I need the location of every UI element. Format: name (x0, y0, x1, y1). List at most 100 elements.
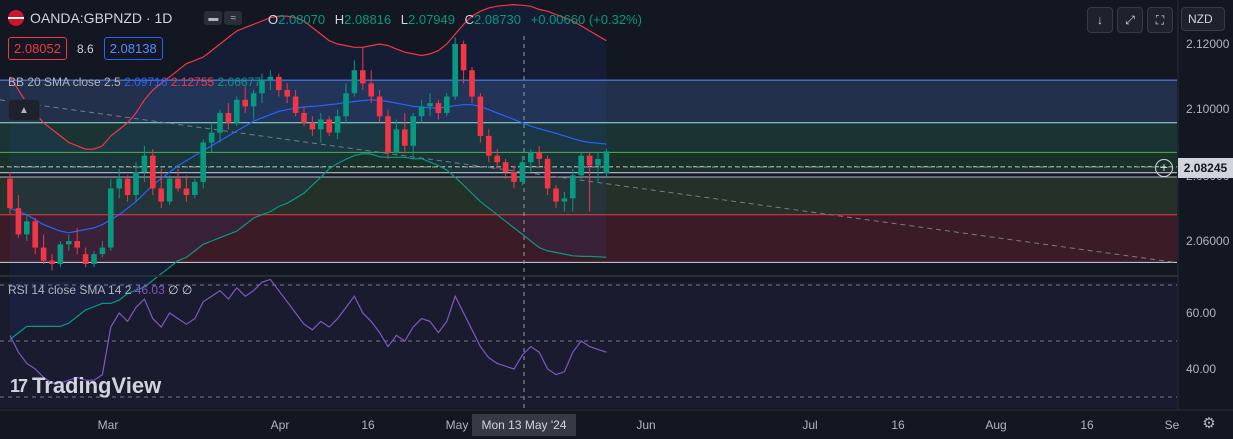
low-value: 2.07949 (408, 12, 455, 27)
candle-body-69 (586, 155, 593, 166)
bb-lower-line (9, 153, 607, 340)
candle-body-28 (242, 99, 248, 107)
candle-body-14 (124, 178, 131, 196)
candle-body-67 (570, 175, 576, 199)
price-tick-0: 2.12000 (1186, 37, 1230, 51)
open-label: O (268, 12, 279, 27)
candle-body-5 (49, 260, 55, 264)
bb-lower-value: 2.06677 (217, 75, 261, 89)
candle-body-70 (595, 158, 601, 166)
close-value: 2.08730 (474, 12, 522, 27)
candle-body-13 (116, 178, 122, 189)
tradingview-logo[interactable]: 17 TradingView (10, 373, 161, 399)
sell-price-button[interactable]: 2.08052 (8, 37, 67, 60)
candle-body-48 (410, 116, 416, 146)
rsi-extra-1: ∅ (168, 283, 179, 297)
chart-toolbar: ↓ ⤢ ⛶ (1087, 7, 1173, 33)
collapse-legend-button[interactable]: ▲ (8, 99, 40, 121)
rsi-legend[interactable]: RSI 14 close SMA 14 2 46.03 ∅ ∅ (8, 283, 192, 297)
compare-button[interactable]: ≈ (224, 11, 243, 25)
candle-body-56 (477, 96, 484, 136)
bb-upper-line (9, 3, 607, 150)
candle-body-29 (250, 93, 257, 107)
buy-price-button[interactable]: 2.08138 (103, 37, 163, 60)
symbol-title[interactable]: OANDA:GBPNZD · 1D (30, 10, 173, 26)
time-tick-0: Mar (98, 418, 119, 432)
tradingview-wordmark: TradingView (32, 373, 162, 398)
currency-select[interactable]: NZD (1181, 7, 1225, 31)
candle-body-7 (66, 241, 72, 245)
candle-body-15 (133, 172, 139, 196)
chevron-up-icon: ▲ (19, 104, 29, 116)
candle-body-1 (15, 208, 22, 235)
minus-button[interactable]: ▬ (204, 11, 223, 25)
open-value: 2.08070 (278, 12, 326, 27)
time-tick-9: Se (1165, 418, 1180, 432)
fullscreen-icon[interactable]: ⛶ (1147, 7, 1173, 33)
candle-body-68 (578, 155, 584, 176)
candle-body-20 (175, 178, 181, 189)
time-tick-2: 16 (361, 418, 375, 432)
rsi-value: 46.03 (134, 283, 165, 297)
low-label: L (400, 12, 408, 27)
candle-body-31 (267, 76, 274, 81)
bb-basis-value: 2.09716 (124, 75, 168, 89)
arrow-down-icon[interactable]: ↓ (1087, 7, 1113, 33)
trade-buttons: 2.08052 8.6 2.08138 (8, 37, 163, 60)
candle-body-66 (561, 198, 568, 202)
zone-band-1 (0, 122, 1177, 153)
rsi-pane-background (0, 282, 1177, 408)
candle-body-27 (234, 99, 240, 123)
candle-body-44 (376, 96, 383, 117)
candle-body-17 (150, 155, 156, 189)
candle-body-10 (91, 254, 97, 264)
rsi-label[interactable]: RSI 14 close SMA 14 2 (8, 283, 132, 297)
bb-upper-value: 2.12755 (170, 75, 215, 89)
time-tick-6: 16 (891, 418, 905, 432)
candle-body-63 (536, 152, 542, 159)
candle-body-65 (553, 188, 559, 202)
candle-body-30 (259, 80, 265, 94)
candle-body-49 (418, 106, 425, 117)
candle-body-51 (435, 103, 442, 113)
candle-body-6 (57, 244, 64, 264)
candle-body-58 (494, 155, 500, 163)
time-tick-7: Aug (985, 418, 1006, 432)
spread-value: 8.6 (77, 41, 94, 56)
bb-label[interactable]: BB 20 SMA close 2.5 (8, 75, 121, 89)
candle-body-38 (326, 119, 332, 133)
candle-body-4 (40, 247, 47, 261)
rsi-tick-0: 60.00 (1186, 306, 1216, 320)
high-label: H (334, 12, 345, 27)
candle-body-61 (519, 162, 526, 182)
candle-body-9 (82, 254, 89, 264)
symbol-line[interactable]: OANDA:GBPNZD · 1D ▬ ≈ (8, 10, 243, 26)
bb-legend[interactable]: BB 20 SMA close 2.5 2.09716 2.12755 2.06… (8, 75, 261, 89)
time-tick-8: 16 (1080, 418, 1094, 432)
candle-body-35 (301, 112, 307, 123)
ohlc-readout: O2.08070 H2.08816 L2.07949 C2.08730 +0.0… (268, 12, 648, 27)
time-tick-4: Jun (636, 418, 655, 432)
candle-body-64 (544, 158, 551, 189)
candle-body-47 (402, 129, 408, 146)
candle-body-57 (486, 135, 492, 156)
gear-icon[interactable]: ⚙ (1202, 415, 1216, 432)
plus-circle-icon[interactable]: + (1155, 159, 1173, 177)
time-tick-5: Jul (802, 418, 817, 432)
candle-body-26 (225, 112, 232, 123)
candle-body-0 (7, 178, 13, 209)
rsi-line (9, 278, 607, 384)
legend-header: OANDA:GBPNZD · 1D ▬ ≈ O2.08070 H2.08816 … (0, 0, 1177, 36)
time-tick-1: Apr (271, 418, 290, 432)
candle-body-25 (217, 112, 223, 133)
candle-body-55 (469, 70, 475, 97)
candle-body-22 (192, 181, 198, 196)
candle-body-62 (528, 152, 534, 163)
candle-body-24 (208, 132, 215, 143)
candle-body-23 (200, 142, 206, 182)
candle-body-8 (74, 241, 80, 248)
crosshair-price-tag: 2.08245 (1178, 158, 1233, 178)
zone-band-0 (0, 80, 1177, 123)
expand-icon[interactable]: ⤢ (1117, 7, 1143, 33)
